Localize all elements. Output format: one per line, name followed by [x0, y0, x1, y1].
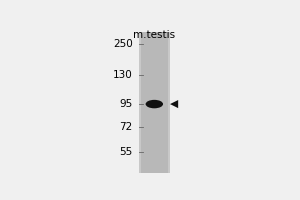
Text: m.testis: m.testis: [133, 30, 175, 40]
Bar: [139, 32, 170, 173]
Polygon shape: [170, 100, 178, 108]
Text: 130: 130: [113, 70, 133, 80]
Text: 72: 72: [120, 122, 133, 132]
Text: 250: 250: [113, 39, 133, 49]
Text: 95: 95: [120, 99, 133, 109]
Text: 55: 55: [120, 147, 133, 157]
Bar: [141, 32, 168, 173]
Ellipse shape: [146, 100, 163, 108]
